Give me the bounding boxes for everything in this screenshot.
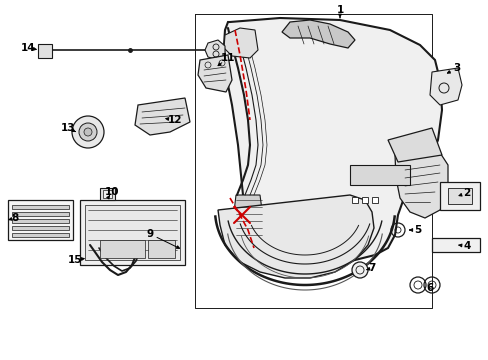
Text: 11: 11	[220, 53, 235, 63]
Polygon shape	[80, 200, 184, 265]
Text: 4: 4	[462, 241, 470, 251]
Polygon shape	[38, 44, 52, 58]
Text: 1: 1	[336, 5, 343, 15]
Polygon shape	[198, 55, 231, 92]
Text: 5: 5	[413, 225, 421, 235]
Polygon shape	[234, 195, 264, 248]
Text: 6: 6	[426, 283, 433, 293]
Polygon shape	[361, 197, 367, 203]
Polygon shape	[12, 226, 69, 230]
Circle shape	[84, 128, 92, 136]
Text: 2: 2	[463, 188, 469, 198]
Text: 3: 3	[452, 63, 460, 73]
Polygon shape	[224, 28, 258, 58]
Polygon shape	[85, 205, 180, 260]
Polygon shape	[439, 182, 479, 210]
Polygon shape	[12, 219, 69, 223]
Polygon shape	[148, 240, 175, 258]
Polygon shape	[431, 238, 479, 252]
Polygon shape	[429, 68, 461, 105]
Polygon shape	[100, 240, 145, 258]
Text: 10: 10	[104, 187, 119, 197]
Polygon shape	[12, 205, 69, 209]
Polygon shape	[394, 145, 447, 218]
Text: 14: 14	[20, 43, 35, 53]
Circle shape	[351, 262, 367, 278]
Text: 13: 13	[61, 123, 75, 133]
Polygon shape	[371, 197, 377, 203]
Polygon shape	[103, 190, 112, 198]
Polygon shape	[204, 40, 224, 60]
Text: 8: 8	[11, 213, 19, 223]
Polygon shape	[349, 165, 409, 185]
Text: 9: 9	[146, 229, 153, 239]
Polygon shape	[100, 188, 115, 200]
Polygon shape	[135, 98, 190, 135]
Polygon shape	[12, 233, 69, 237]
Polygon shape	[12, 212, 69, 216]
Text: 7: 7	[367, 263, 375, 273]
Polygon shape	[447, 188, 471, 204]
Polygon shape	[387, 128, 441, 162]
Polygon shape	[224, 18, 441, 262]
Polygon shape	[8, 200, 73, 240]
Text: 15: 15	[68, 255, 82, 265]
Polygon shape	[282, 20, 354, 48]
Polygon shape	[218, 195, 373, 278]
Circle shape	[79, 123, 97, 141]
Polygon shape	[351, 197, 357, 203]
Circle shape	[72, 116, 104, 148]
Text: 12: 12	[167, 115, 182, 125]
